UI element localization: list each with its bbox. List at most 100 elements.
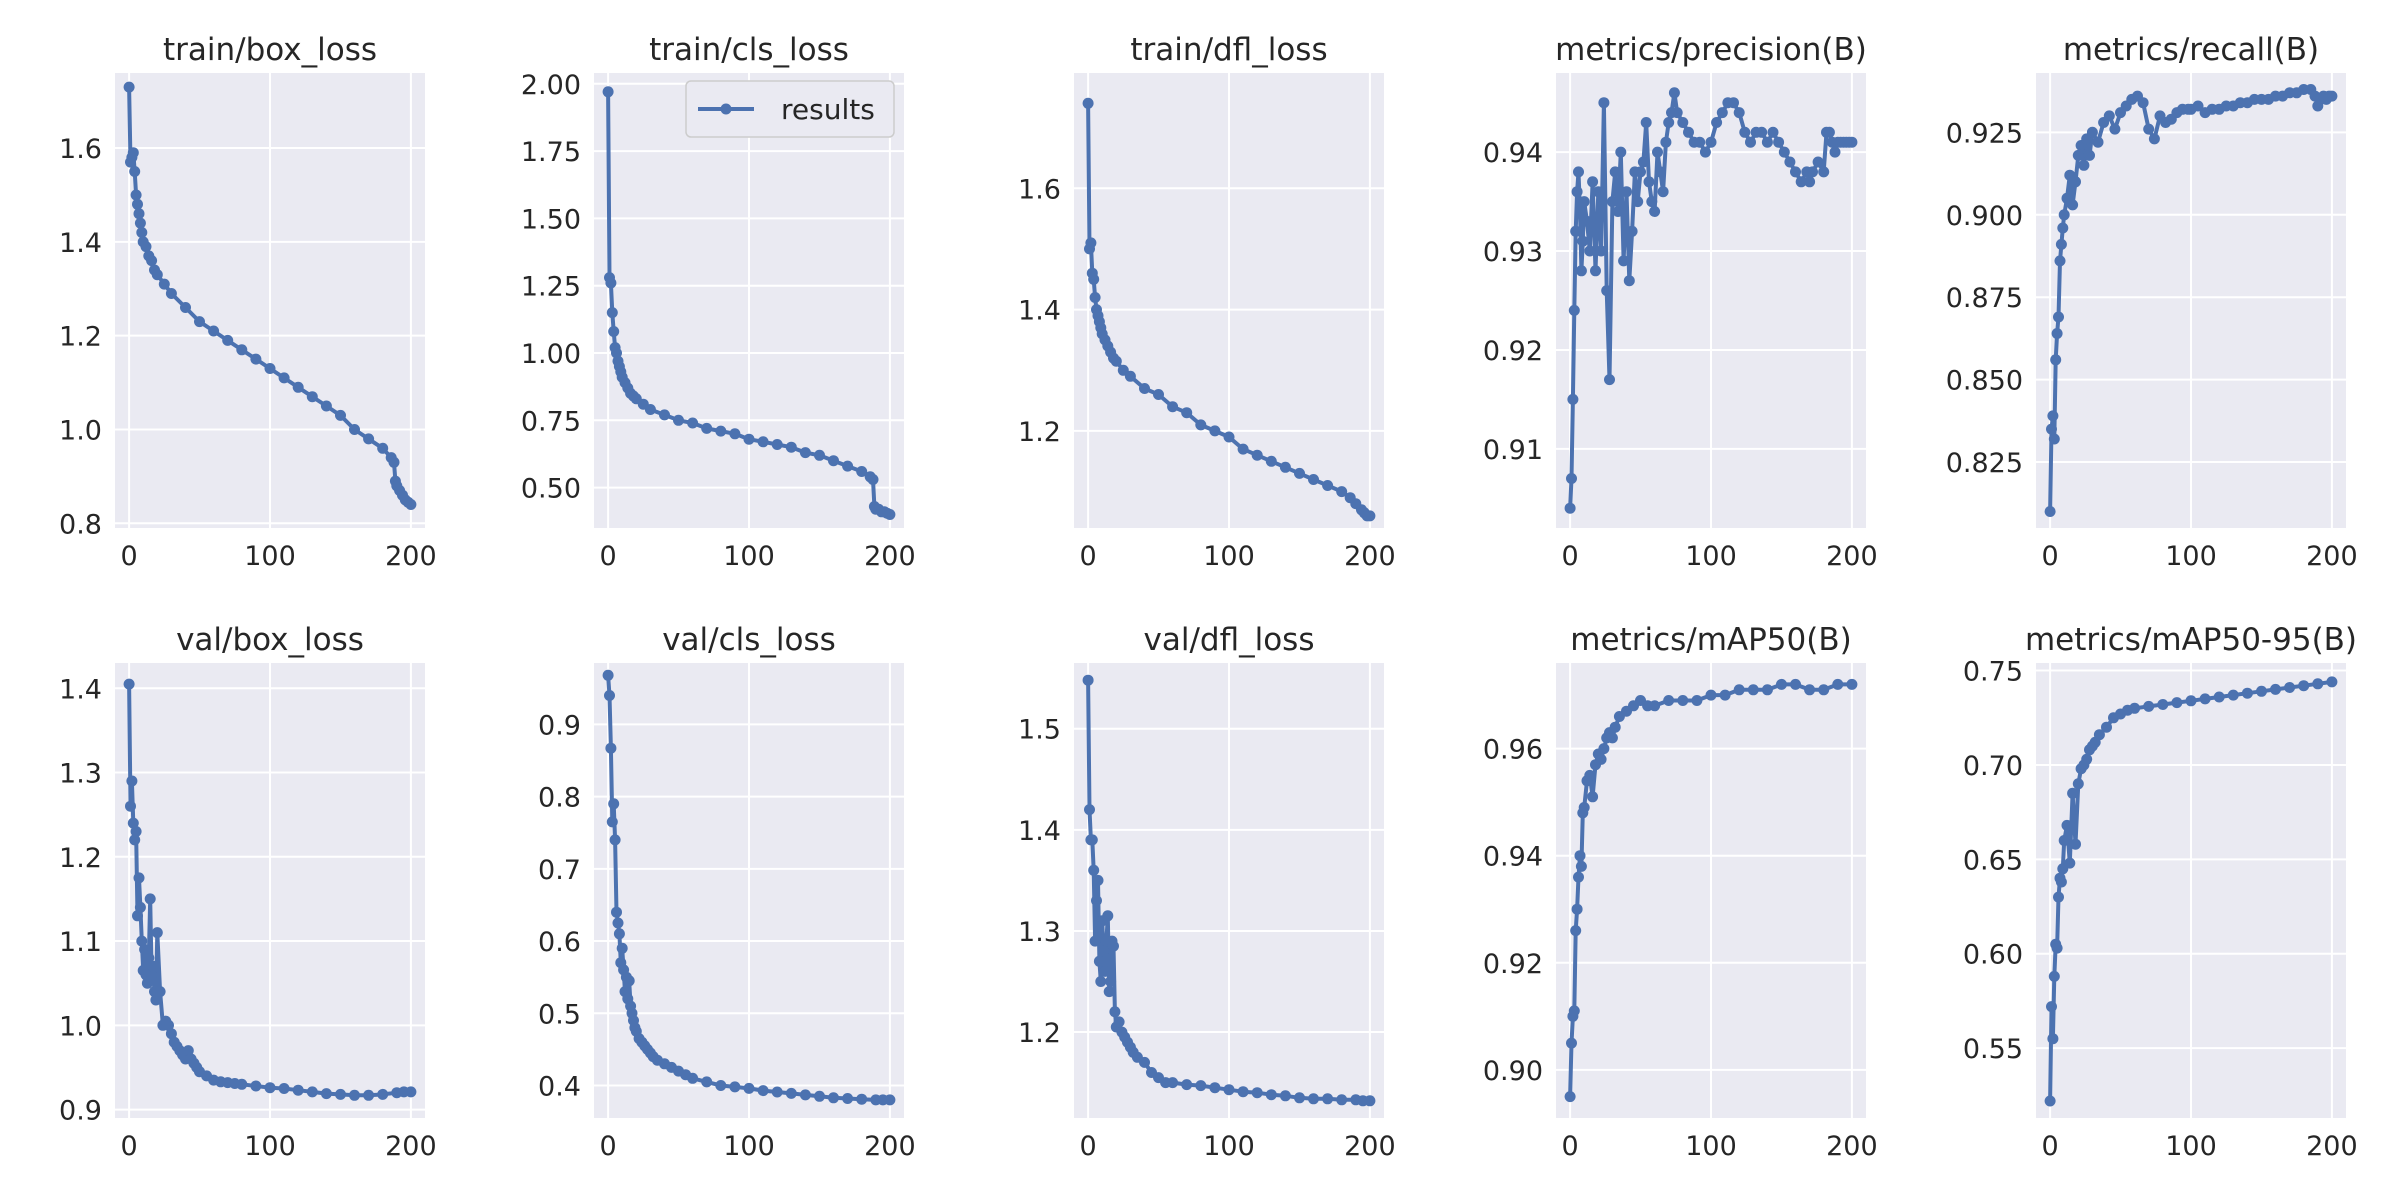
- data-point: [1823, 126, 1835, 138]
- data-point: [264, 1082, 276, 1094]
- y-tick-label: 0.850: [1946, 366, 2023, 397]
- x-tick-label: 100: [244, 541, 296, 572]
- data-point: [146, 969, 158, 981]
- data-point: [1818, 684, 1830, 696]
- data-point: [1747, 684, 1759, 696]
- data-point: [1237, 1086, 1249, 1098]
- x-tick-label: 100: [2165, 541, 2217, 572]
- data-point: [1153, 389, 1164, 400]
- data-point: [306, 1086, 318, 1098]
- data-point: [1322, 1093, 1334, 1105]
- x-tick-label: 0: [599, 541, 616, 572]
- data-point: [2044, 1095, 2056, 1107]
- data-point: [377, 1088, 389, 1100]
- data-point: [151, 269, 163, 281]
- data-point: [1566, 1037, 1577, 1049]
- legend-label: results: [781, 93, 875, 126]
- data-point: [785, 1087, 797, 1099]
- y-tick-label: 0.93: [1483, 237, 1543, 268]
- data-point: [335, 409, 346, 421]
- y-tick-label: 0.91: [1483, 435, 1543, 466]
- data-point: [1089, 935, 1101, 947]
- data-point: [250, 1080, 262, 1092]
- data-point: [606, 816, 618, 828]
- data-point: [349, 424, 360, 435]
- chart-panel: 0 100 200 1.2 1.4 1.6 train/dfl_loss: [1018, 32, 1396, 572]
- data-point: [132, 910, 143, 922]
- data-point: [602, 86, 614, 98]
- data-point: [1584, 769, 1596, 781]
- data-point: [1251, 1087, 1263, 1099]
- data-point: [154, 986, 166, 998]
- data-point: [133, 872, 145, 884]
- x-tick-label: 100: [723, 1131, 775, 1162]
- x-tick-label: 0: [120, 1131, 137, 1162]
- data-point: [180, 302, 191, 313]
- chart-panel: 0 100 200 0.9 1.0 1.1 1.2 1.3 1.4 val/box_loss: [59, 622, 437, 1162]
- data-point: [264, 363, 276, 374]
- data-point: [1683, 126, 1694, 138]
- data-point: [1091, 895, 1102, 907]
- data-point: [1807, 166, 1818, 178]
- legend: results: [685, 80, 895, 138]
- data-point: [123, 81, 135, 93]
- data-point: [1812, 156, 1824, 168]
- data-point: [1609, 166, 1621, 178]
- data-point: [2067, 199, 2079, 211]
- data-point: [349, 1089, 360, 1101]
- y-tick-label: 0.8: [538, 783, 581, 814]
- data-point: [194, 316, 205, 328]
- y-tick-label: 1.4: [1018, 816, 1061, 847]
- data-point: [1626, 225, 1638, 237]
- data-point: [1181, 407, 1193, 419]
- data-point: [1110, 355, 1122, 367]
- data-point: [1668, 87, 1680, 99]
- data-point: [1804, 684, 1816, 696]
- data-point: [1237, 443, 1249, 455]
- y-tick-label: 1.0: [59, 415, 102, 446]
- chart-panel: 0 100 200 0.4 0.5 0.6 0.7 0.8 0.9 val/cls_loss: [538, 622, 916, 1162]
- data-point: [1088, 273, 1100, 285]
- x-tick-label: 200: [864, 1131, 916, 1162]
- data-point: [1082, 674, 1094, 686]
- data-point: [2057, 222, 2069, 234]
- y-tick-label: 0.9: [538, 710, 581, 741]
- y-tick-label: 0.94: [1483, 842, 1543, 873]
- y-tick-label: 0.7: [538, 855, 581, 886]
- data-point: [127, 147, 139, 159]
- data-point: [1251, 449, 1263, 461]
- data-point: [2143, 700, 2155, 712]
- data-point: [1587, 176, 1599, 188]
- chart-title: val/box_loss: [176, 622, 364, 658]
- data-point: [1564, 502, 1576, 514]
- data-point: [609, 834, 621, 846]
- data-point: [2048, 970, 2060, 982]
- data-point: [1578, 196, 1590, 208]
- data-point: [856, 1093, 868, 1105]
- data-point: [1139, 383, 1150, 394]
- data-point: [1322, 480, 1334, 491]
- data-point: [143, 952, 155, 964]
- data-point: [1590, 265, 1601, 277]
- data-point: [1719, 689, 1731, 701]
- data-point: [1567, 393, 1579, 405]
- data-point: [828, 455, 839, 467]
- data-point: [1084, 804, 1095, 816]
- data-point: [1699, 146, 1711, 158]
- data-point: [1570, 925, 1582, 937]
- data-point: [1621, 186, 1632, 198]
- data-point: [2046, 423, 2057, 435]
- data-point: [136, 935, 148, 947]
- data-point: [1745, 136, 1756, 148]
- chart-panel: 0 100 200 0.8 1.0 1.2 1.4 1.6 train/box_loss: [59, 32, 437, 572]
- data-point: [1086, 834, 1098, 846]
- data-point: [1609, 721, 1621, 733]
- data-point: [608, 326, 620, 337]
- data-point: [2081, 753, 2093, 765]
- data-point: [1652, 146, 1663, 158]
- y-tick-label: 0.55: [1963, 1034, 2023, 1065]
- data-point: [292, 1084, 304, 1096]
- data-point: [1577, 235, 1589, 247]
- data-point: [1308, 1093, 1319, 1105]
